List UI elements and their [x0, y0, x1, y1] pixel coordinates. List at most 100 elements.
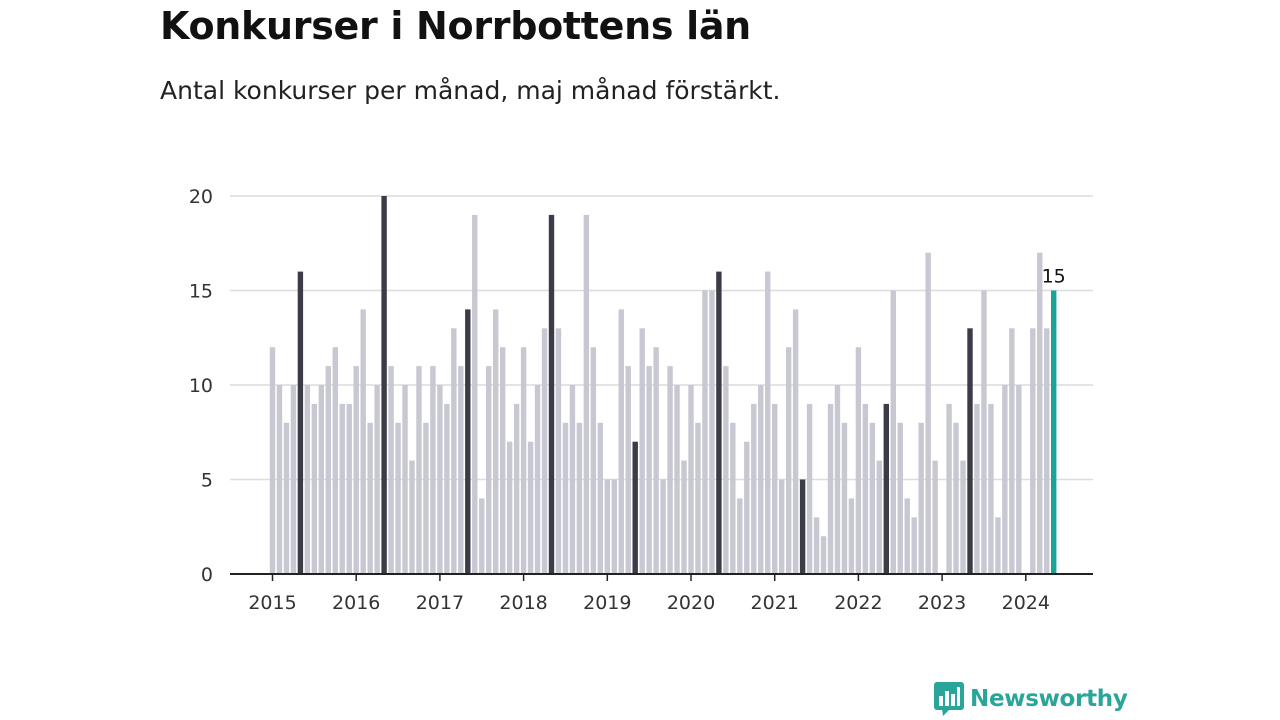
- grid-lines: [230, 195, 1093, 481]
- bar: [562, 422, 569, 574]
- bar: [744, 441, 750, 574]
- bar: [437, 385, 443, 574]
- bar: [311, 403, 318, 574]
- bar: [465, 309, 471, 574]
- chart-subtitle: Antal konkurser per månad, maj månad för…: [160, 76, 781, 105]
- x-tick-label: 2021: [751, 592, 799, 614]
- bar: [974, 403, 980, 574]
- y-tick-label: 5: [201, 470, 213, 492]
- bar: [416, 366, 422, 574]
- bar: [876, 460, 883, 574]
- bar: [918, 422, 924, 574]
- bar: [681, 460, 687, 574]
- last-value-label: 15: [1042, 266, 1066, 288]
- bar: [339, 403, 345, 574]
- x-tick-label: 2016: [332, 592, 380, 614]
- bar: [960, 460, 966, 574]
- y-axis-ticks: 0 5 10 15 20: [189, 186, 213, 586]
- bar: [269, 347, 276, 574]
- bar: [827, 403, 834, 574]
- bar: [527, 441, 534, 574]
- bar: [576, 422, 583, 574]
- bar: [381, 196, 387, 574]
- bar: [458, 366, 464, 574]
- bar: [785, 347, 792, 574]
- bar: [388, 366, 394, 574]
- chart-title: Konkurser i Norrbottens län: [160, 4, 751, 48]
- newsworthy-logo-icon: [934, 682, 964, 716]
- bar: [813, 517, 820, 574]
- bar: [841, 422, 848, 574]
- bar: [716, 271, 722, 574]
- y-tick-label: 15: [189, 281, 213, 303]
- bar: [395, 422, 401, 574]
- bar: [479, 498, 485, 574]
- bar: [1044, 328, 1050, 574]
- bar: [604, 479, 610, 574]
- bar: [409, 460, 415, 574]
- y-tick-label: 0: [201, 564, 213, 586]
- bar: [367, 422, 373, 574]
- bar: [520, 347, 527, 574]
- bar: [862, 403, 869, 574]
- bar-chart: 0 5 10 15 20 2015 2016 2017 2018 2019 2020 2021 202…: [189, 186, 1093, 614]
- bar: [988, 403, 994, 574]
- bar: [423, 422, 429, 574]
- bar: [374, 385, 380, 574]
- bar: [402, 385, 408, 574]
- bar: [590, 347, 597, 574]
- bar: [430, 366, 436, 574]
- bar: [946, 403, 952, 574]
- bar: [806, 403, 813, 574]
- bar: [911, 517, 917, 574]
- bar: [855, 347, 862, 574]
- bar: [297, 271, 304, 574]
- x-tick-label: 2019: [583, 592, 631, 614]
- bar: [486, 366, 492, 574]
- bar: [541, 328, 548, 574]
- bar: [820, 536, 827, 574]
- bar: [646, 366, 652, 574]
- bar: [653, 347, 659, 574]
- x-axis: 2015 2016 2017 2018 2019 2020 2021 2022 2023 2024: [230, 573, 1093, 614]
- x-tick-label: 2024: [1002, 592, 1050, 614]
- bar: [632, 441, 638, 574]
- bar: [534, 385, 541, 574]
- bar: [583, 214, 590, 574]
- bar: [883, 403, 889, 574]
- bar: [276, 385, 283, 574]
- bar: [360, 309, 366, 574]
- bar: [848, 498, 855, 574]
- value-labels: 15: [1042, 266, 1066, 288]
- bar: [555, 328, 562, 574]
- bars: [269, 196, 1057, 574]
- bar: [674, 385, 680, 574]
- bar: [702, 290, 708, 574]
- bar: [792, 309, 799, 574]
- x-tick-label: 2020: [667, 592, 715, 614]
- y-tick-label: 20: [189, 186, 213, 208]
- bar: [325, 366, 331, 574]
- brand-name: Newsworthy: [970, 686, 1128, 712]
- bar: [723, 366, 729, 574]
- bar: [346, 403, 352, 574]
- x-tick-label: 2018: [499, 592, 547, 614]
- bar: [799, 479, 806, 574]
- bar: [513, 403, 520, 574]
- bar: [981, 290, 987, 574]
- bar: [639, 328, 645, 574]
- bar: [772, 403, 778, 574]
- bar: [318, 385, 325, 574]
- bar: [1016, 385, 1022, 574]
- bar: [548, 214, 555, 574]
- bar: [897, 422, 903, 574]
- brand-logo: Newsworthy: [934, 682, 1128, 716]
- bar: [688, 385, 694, 574]
- bar: [332, 347, 338, 574]
- bar: [758, 385, 764, 574]
- bar: [625, 366, 631, 574]
- bar: [967, 328, 973, 574]
- bar: [1002, 385, 1008, 574]
- bar: [953, 422, 959, 574]
- bar: [660, 479, 666, 574]
